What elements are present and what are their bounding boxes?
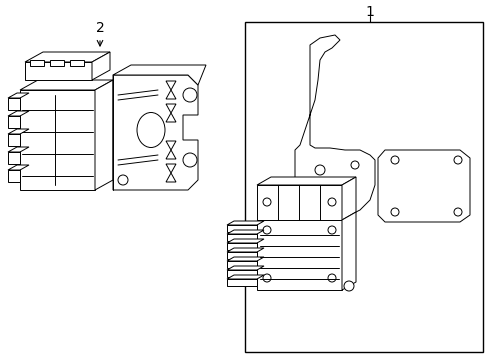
Bar: [226, 243, 257, 250]
Bar: [257, 220, 341, 290]
Bar: [20, 90, 95, 190]
Polygon shape: [165, 173, 176, 182]
Circle shape: [350, 161, 358, 169]
Polygon shape: [8, 170, 20, 182]
Polygon shape: [8, 111, 29, 116]
Polygon shape: [257, 177, 355, 185]
Circle shape: [343, 281, 353, 291]
Circle shape: [340, 181, 348, 189]
Polygon shape: [226, 221, 264, 225]
Circle shape: [453, 156, 461, 164]
Circle shape: [263, 226, 270, 234]
Polygon shape: [92, 52, 110, 80]
Bar: [226, 225, 257, 232]
Polygon shape: [165, 90, 176, 99]
Circle shape: [183, 153, 197, 167]
Polygon shape: [165, 104, 176, 113]
Bar: [226, 261, 257, 268]
Ellipse shape: [137, 112, 164, 148]
Polygon shape: [165, 113, 176, 122]
Circle shape: [183, 88, 197, 102]
Bar: [244, 22, 482, 352]
Polygon shape: [377, 150, 469, 222]
Polygon shape: [8, 116, 20, 128]
Circle shape: [263, 274, 270, 282]
Polygon shape: [8, 147, 29, 152]
Bar: [257, 185, 341, 220]
Polygon shape: [25, 52, 110, 62]
Polygon shape: [8, 134, 20, 146]
Polygon shape: [8, 165, 29, 170]
Bar: [25, 62, 92, 80]
Bar: [30, 60, 44, 66]
Polygon shape: [113, 75, 198, 190]
Polygon shape: [165, 141, 176, 150]
Polygon shape: [294, 35, 374, 215]
Bar: [226, 234, 257, 241]
Polygon shape: [226, 257, 264, 261]
Bar: [50, 60, 64, 66]
Polygon shape: [341, 177, 355, 220]
Bar: [226, 252, 257, 259]
Polygon shape: [226, 266, 264, 270]
Polygon shape: [95, 80, 113, 190]
Polygon shape: [8, 98, 20, 110]
Polygon shape: [8, 129, 29, 134]
Text: 2: 2: [96, 21, 104, 35]
Polygon shape: [226, 248, 264, 252]
Polygon shape: [165, 150, 176, 159]
Polygon shape: [113, 65, 205, 85]
Text: 1: 1: [365, 5, 374, 19]
Circle shape: [327, 198, 335, 206]
Polygon shape: [341, 212, 355, 290]
Circle shape: [327, 226, 335, 234]
Circle shape: [327, 274, 335, 282]
Circle shape: [453, 208, 461, 216]
Circle shape: [390, 208, 398, 216]
Polygon shape: [20, 80, 113, 90]
Polygon shape: [8, 152, 20, 164]
Polygon shape: [226, 275, 264, 279]
Circle shape: [118, 175, 128, 185]
Polygon shape: [165, 81, 176, 90]
Bar: [226, 279, 257, 286]
Circle shape: [314, 165, 325, 175]
Bar: [226, 270, 257, 277]
Circle shape: [263, 198, 270, 206]
Circle shape: [390, 156, 398, 164]
Bar: [70, 60, 84, 66]
Polygon shape: [226, 239, 264, 243]
Polygon shape: [8, 93, 29, 98]
Polygon shape: [165, 164, 176, 173]
Polygon shape: [226, 230, 264, 234]
